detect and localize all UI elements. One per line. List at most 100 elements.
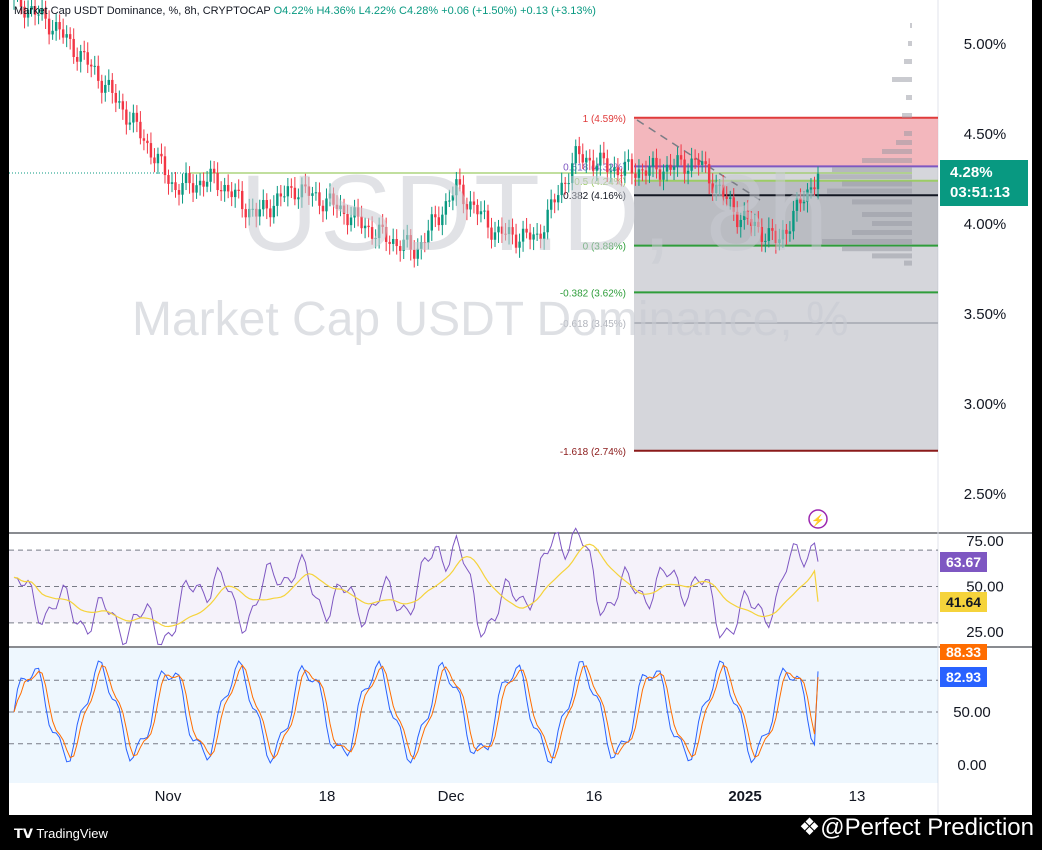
candle-body [560,182,563,196]
candle-body [132,112,135,123]
candle-body [799,198,802,204]
candle-body [335,204,339,210]
candle-body [444,201,448,215]
candle-body [785,229,788,234]
candle-body [300,184,304,198]
candle-body [255,208,258,217]
rsi-axis-label: 50.00 [966,579,1004,596]
candle-body [620,175,623,177]
bar-countdown: 03:51:13 [950,184,1011,201]
price-axis-label: 4.00% [964,216,1007,233]
volume-profile-bar [842,246,912,252]
time-axis-label: Dec [438,788,465,805]
fib-level-label: -1.618 (2.74%) [560,447,626,458]
candle-body [286,186,290,197]
candle-body [574,146,577,164]
candle-body [40,8,44,15]
candle-body [535,233,539,235]
candle-body [472,201,476,205]
tradingview-logo[interactable]: 𝗧𝗩 TradingView [14,826,108,842]
candle-body [395,239,398,247]
candle-body [704,161,707,165]
candle-body [690,158,693,171]
candle-body [539,233,542,240]
candle-body [128,122,132,125]
candle-body [209,168,212,182]
candle-body [381,224,384,227]
candle-body [732,197,735,212]
candle-body [339,205,342,210]
candle-body [248,208,251,218]
candle-body [655,157,658,170]
stoch-d-tag: 88.33 [940,644,988,660]
tv-logo-text: TradingView [36,826,108,841]
candle-body [595,165,599,171]
candle-body [377,224,381,239]
candle-body [363,225,367,229]
candle-body [427,230,430,243]
legend-low: L4.22% [358,5,396,17]
candle-body [83,51,86,53]
candle-body [718,184,721,186]
candle-body [318,192,321,206]
candle-body [571,163,574,184]
candle-body [356,207,360,217]
candle-body [469,201,472,210]
volume-profile-bar [892,77,912,82]
candle-body [500,226,504,234]
candle-body [244,209,247,218]
candle-body [423,242,426,244]
candle-body [613,167,616,172]
volume-profile-bar [842,181,912,187]
candle-body [581,154,584,163]
watermark-symbol: USDT.D, 8h [240,152,831,273]
price-axis-label: 3.00% [964,396,1007,413]
volume-profile-bar [822,239,912,244]
candle-body [743,210,746,220]
candle-body [297,197,300,200]
legend-high: H4.36% [316,5,356,17]
candle-body [328,193,332,199]
candle-body [606,158,609,173]
candle-body [51,30,54,35]
candle-body [160,153,163,157]
candle-body [813,187,816,190]
legend-change: +0.06 (+1.50%) [441,5,518,17]
candle-body [276,193,279,206]
candle-body [672,166,676,170]
candle-body [616,167,620,176]
candle-body [216,173,219,191]
candle-body [370,227,374,239]
candle-body [504,233,507,235]
volume-profile-bar [902,113,912,118]
candle-body [107,79,110,85]
price-axis-label: 2.50% [964,486,1007,503]
candle-body [360,216,363,229]
candle-body [61,29,65,38]
candle-body [676,155,679,167]
candle-body [409,235,412,250]
fib-level-label: 1 (4.59%) [583,114,626,125]
candle-body [662,171,665,180]
candle-body [212,168,216,174]
candle-body [342,205,346,214]
candle-body [592,160,595,171]
candle-body [451,195,455,201]
rsi-ma-line [13,543,819,628]
legend-header: Market Cap USDT Dominance, %, 8h, CRYPTO… [14,5,596,17]
candle-body [65,34,68,38]
candle-body [599,152,602,166]
volume-profile-bar [817,174,912,180]
candle-body [809,187,813,190]
time-axis-label: 2025 [728,788,761,805]
stoch-k-line [13,660,819,764]
candle-body [528,232,532,240]
candle-body [114,92,118,103]
candle-body [413,249,416,259]
price-axis-label: 4.50% [964,126,1007,143]
candle-body [588,157,591,161]
fib-level-label: 0.618 (4.32%) [563,162,626,173]
fib-level-label: 0 (3.88%) [583,242,626,253]
candle-body [623,161,627,176]
